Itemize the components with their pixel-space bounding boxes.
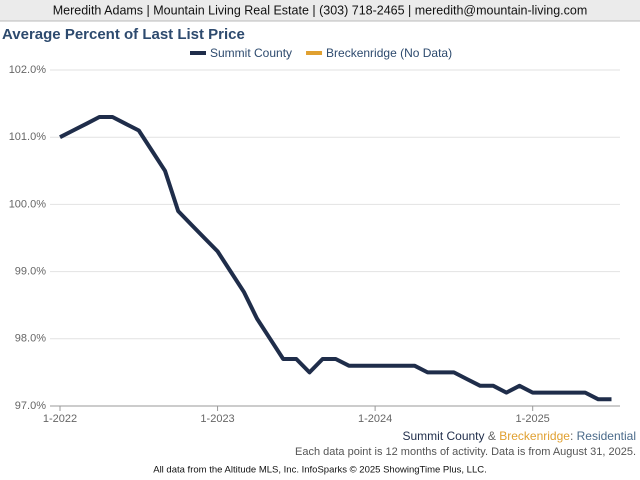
scope-part: Residential: [577, 429, 636, 443]
header-bar: [0, 0, 640, 21]
y-tick-label: 98.0%: [15, 333, 46, 345]
y-tick-label: 100.0%: [9, 198, 47, 210]
footnote-note: Each data point is 12 months of activity…: [295, 446, 636, 458]
legend: Summit County Breckenridge (No Data): [190, 46, 452, 60]
chart-title: Average Percent of Last List Price: [2, 26, 245, 43]
x-tick-label: 1-2023: [200, 413, 234, 425]
header-text: Meredith Adams | Mountain Living Real Es…: [53, 3, 588, 17]
legend-label: Summit County: [210, 46, 292, 60]
y-tick-label: 99.0%: [15, 266, 46, 278]
footnote-scope: Summit County & Breckenridge: Residentia…: [402, 429, 636, 443]
scope-part: Breckenridge: [499, 429, 570, 443]
y-tick-label: 97.0%: [15, 400, 46, 412]
x-tick-label: 1-2022: [43, 413, 77, 425]
y-tick-label: 101.0%: [9, 131, 47, 143]
x-tick-label: 1-2025: [516, 413, 550, 425]
plot: 97.0% 98.0% 99.0% 100.0% 101.0% 102.0% 1-2022 1…: [9, 64, 620, 425]
x-tick-label: 1-2024: [358, 413, 392, 425]
scope-part: &: [488, 429, 496, 443]
scope-part: :: [570, 429, 573, 443]
scope-part: Summit County: [402, 429, 484, 443]
legend-label: Breckenridge (No Data): [326, 46, 452, 60]
credit: All data from the Altitude MLS, Inc. Inf…: [153, 465, 487, 476]
series-line: [59, 115, 612, 402]
y-tick-label: 102.0%: [9, 64, 47, 76]
